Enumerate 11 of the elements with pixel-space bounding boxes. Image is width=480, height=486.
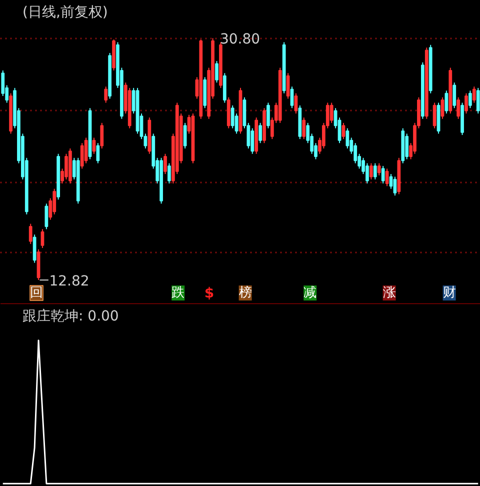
chart-title: 跟庄乾坤: 0.00	[22, 308, 119, 324]
annotation: 涨	[382, 286, 396, 300]
annotation: 减	[304, 286, 317, 300]
annotation: 跌	[172, 286, 185, 300]
annotation: 30.80	[220, 32, 260, 48]
annotation: 榜	[238, 286, 252, 300]
annotation: 12.82	[49, 274, 90, 290]
annotation: 回	[30, 286, 43, 300]
annotation: 财	[442, 286, 456, 300]
chart-title: (日线,前复权)	[22, 4, 108, 20]
annotation: $	[204, 286, 214, 302]
